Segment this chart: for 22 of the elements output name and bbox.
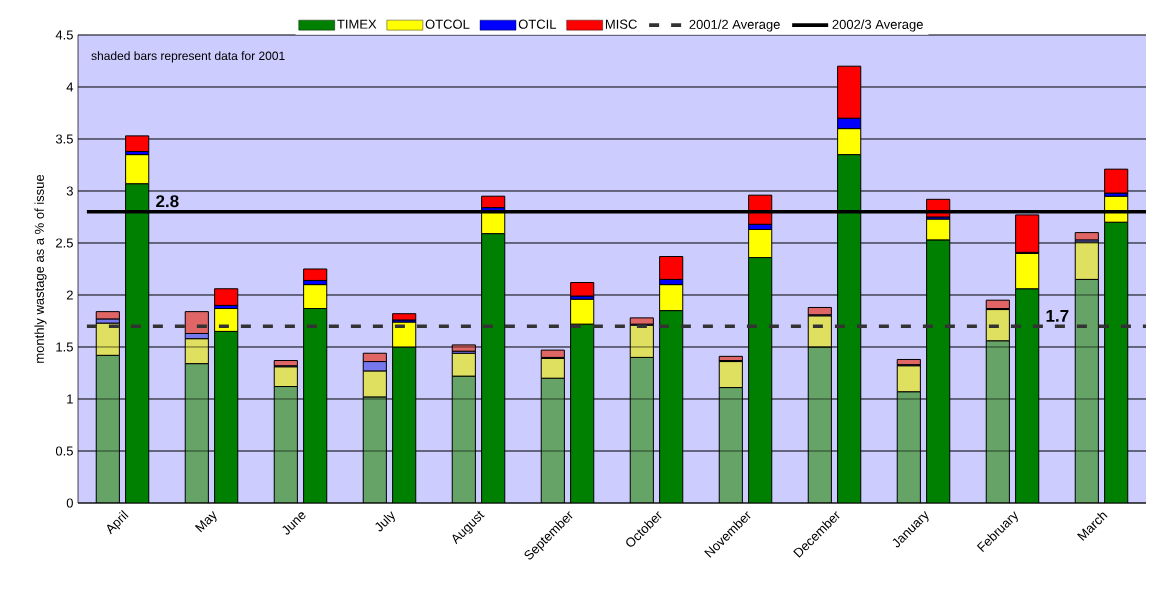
legend-label: TIMEX: [337, 19, 377, 29]
y-tick-label: 2: [66, 290, 73, 300]
x-tick-label: July: [375, 511, 395, 532]
legend-label: OTCIL: [518, 19, 557, 29]
legend-label: 2002/3 Average: [832, 19, 923, 32]
legend-label: 2001/2 Average: [689, 19, 780, 32]
legend-label: MISC: [605, 19, 637, 29]
y-tick-label: 0.5: [55, 446, 73, 456]
y-tick-label: 3: [66, 186, 73, 196]
y-tick-label: 4: [66, 82, 74, 92]
x-tick-label: May: [194, 510, 217, 533]
legend-label: OTCOL: [425, 19, 470, 29]
y-tick-label: 2.5: [56, 238, 73, 248]
y-tick-label: 4.5: [55, 30, 73, 40]
annotation: 1.7: [1046, 309, 1069, 322]
y-axis-title: monthly wastage as a % of issue: [34, 174, 47, 363]
y-tick-label: 1: [67, 394, 73, 404]
y-tick-label: 0: [66, 498, 73, 508]
y-tick-label: 1.5: [56, 342, 73, 352]
annotation: 2.8: [156, 195, 179, 208]
annotation: shaded bars represent data for 2001: [91, 51, 285, 63]
y-tick-label: 3.5: [55, 134, 73, 144]
